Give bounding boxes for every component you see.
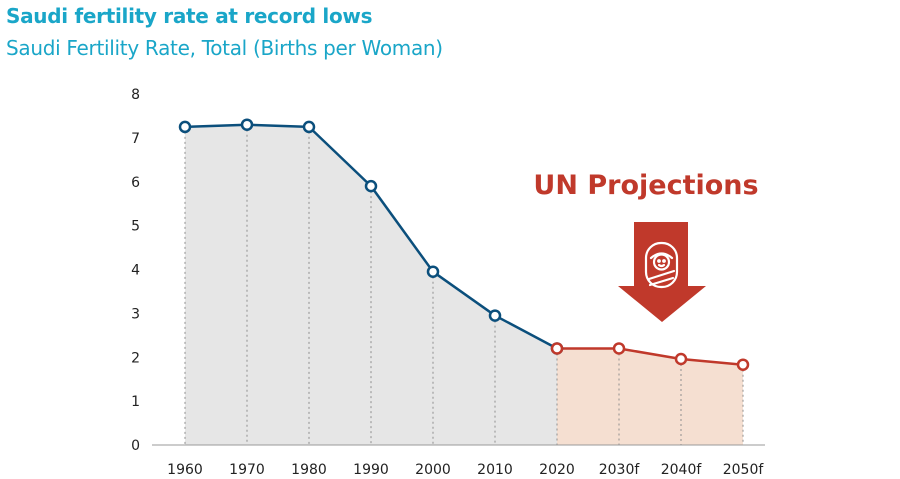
y-tick-label-3: 3 xyxy=(131,306,140,322)
x-tick-label-7: 2030f xyxy=(599,462,641,478)
data-point-0-5 xyxy=(488,309,502,322)
data-point-1-6 xyxy=(550,342,564,355)
x-tick-labels: 1960 1970 1980 1990 2000 2010 2020 2030f 2040f 20… xyxy=(167,462,764,478)
data-point-0-0 xyxy=(178,120,192,134)
grid-lines xyxy=(184,129,744,445)
chart-title: Saudi fertility rate at record lows xyxy=(6,4,373,28)
x-tick-label-3: 1990 xyxy=(353,462,389,478)
x-tick-label-2: 1980 xyxy=(291,462,327,478)
y-tick-label-8: 8 xyxy=(131,87,140,103)
data-point-1-8 xyxy=(674,352,688,366)
baby-icon xyxy=(644,241,679,289)
y-tick-label-6: 6 xyxy=(131,175,140,191)
y-tick-label-4: 4 xyxy=(131,263,140,279)
y-tick-label-7: 7 xyxy=(131,131,140,147)
area-fills xyxy=(185,124,743,446)
data-points xyxy=(178,118,750,371)
y-tick-label-1: 1 xyxy=(131,394,140,410)
y-tick-label-0: 0 xyxy=(131,438,140,454)
x-tick-label-4: 2000 xyxy=(415,462,451,478)
y-tick-label-5: 5 xyxy=(131,219,140,235)
projection-arrow xyxy=(618,222,706,322)
data-point-0-2 xyxy=(302,120,316,134)
x-tick-label-1: 1970 xyxy=(229,462,265,478)
y-tick-label-2: 2 xyxy=(131,350,140,366)
data-point-0-1 xyxy=(240,118,254,131)
y-tick-labels: 0 1 2 3 4 5 6 7 8 xyxy=(131,87,140,454)
x-tick-label-9: 2050f xyxy=(723,462,765,478)
un-projections-label: UN Projections xyxy=(533,170,758,201)
data-point-1-7 xyxy=(612,342,626,355)
x-tick-label-0: 1960 xyxy=(167,462,203,478)
series-1-area xyxy=(557,348,743,445)
data-point-0-4 xyxy=(426,265,440,278)
data-point-0-3 xyxy=(364,179,378,193)
data-point-1-9 xyxy=(736,358,750,371)
series-0-area xyxy=(185,124,557,446)
x-tick-label-8: 2040f xyxy=(661,462,703,478)
x-tick-label-5: 2010 xyxy=(477,462,513,478)
chart-subtitle: Saudi Fertility Rate, Total (Births per … xyxy=(6,36,443,60)
series-1-line xyxy=(557,347,744,366)
x-tick-label-6: 2020 xyxy=(539,462,575,478)
